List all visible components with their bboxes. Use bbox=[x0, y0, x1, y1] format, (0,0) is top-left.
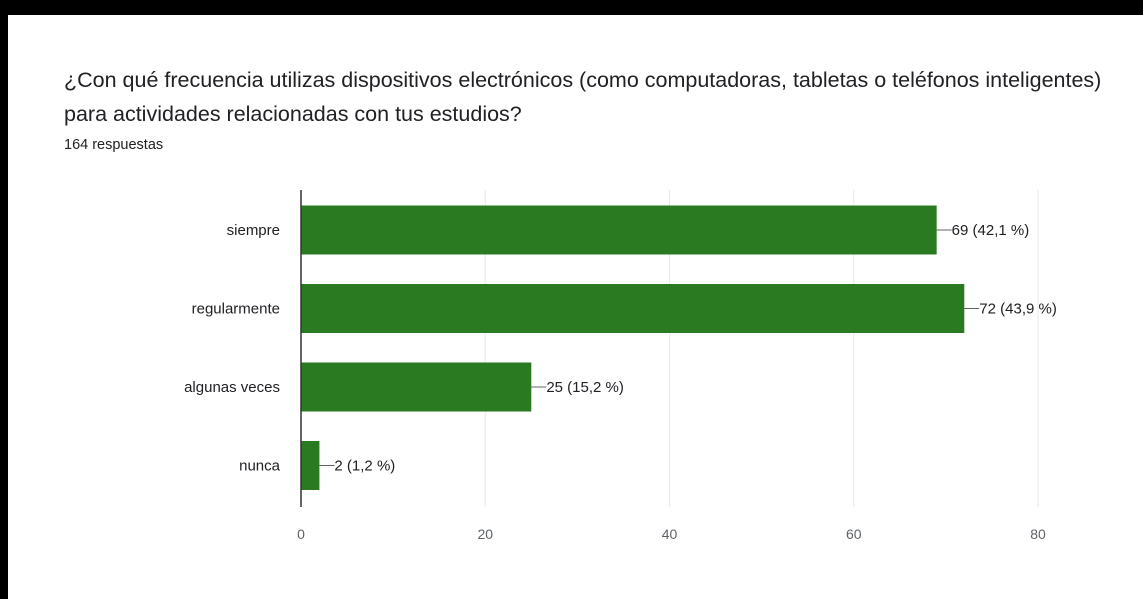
value-label: 72 (43,9 %) bbox=[979, 301, 1057, 318]
bar-chart: 0 20 40 60 80 siempre 69 (42,1 %) regularmente 7… bbox=[8, 15, 1143, 599]
x-tick-label: 60 bbox=[846, 526, 862, 542]
category-label: regularmente bbox=[192, 301, 280, 318]
chart-card: ¿Con qué frecuencia utilizas dispositivo… bbox=[8, 15, 1143, 599]
value-label: 25 (15,2 %) bbox=[546, 379, 624, 396]
value-label: 2 (1,2 %) bbox=[334, 458, 395, 475]
bar-regularmente bbox=[301, 284, 964, 333]
bar-algunas-veces bbox=[301, 363, 531, 412]
x-tick-label: 80 bbox=[1030, 526, 1046, 542]
bar-siempre bbox=[301, 206, 937, 255]
bar-nunca bbox=[301, 441, 319, 490]
category-label: algunas veces bbox=[184, 379, 280, 396]
category-label: nunca bbox=[239, 458, 281, 475]
category-label: siempre bbox=[227, 222, 280, 239]
x-tick-label: 20 bbox=[477, 526, 493, 542]
x-tick-label: 40 bbox=[662, 526, 678, 542]
x-tick-label: 0 bbox=[297, 526, 305, 542]
value-label: 69 (42,1 %) bbox=[952, 222, 1030, 239]
